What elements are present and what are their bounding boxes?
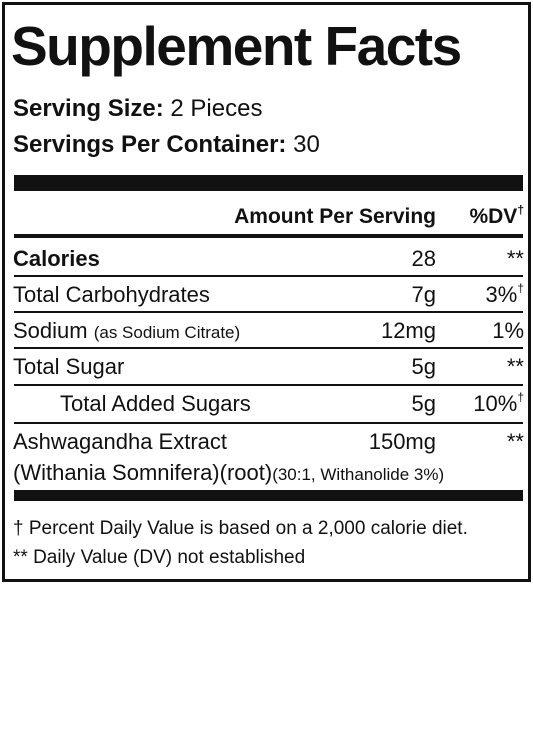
label: Serving Size: [13,95,164,122]
name: Calories [13,246,100,271]
thin-rule [14,311,523,313]
thin-rule [14,384,523,386]
servings-per-container: Servings Per Container: 30 [13,133,320,157]
amount-header: Amount Per Serving [234,205,436,228]
dv-value: ** [506,429,524,454]
dv: 10%† [473,390,524,416]
dv: ** [507,431,524,453]
amount: 5g [411,391,436,416]
dv-mark: † [517,390,524,404]
row-name: Total Sugar [13,356,124,378]
dv-mark: † [517,203,524,217]
dv-value: 1% [492,318,524,343]
dv: ** [507,356,524,378]
dv-value: ** [506,354,524,379]
dv: %DV [469,205,518,228]
footnote: ** Daily Value (DV) not established [13,547,306,568]
value: 30 [293,131,320,158]
dv-mark: † [517,281,524,295]
thick-rule [14,490,523,501]
row-name: Ashwagandha Extract [13,431,227,453]
thin-rule [14,275,523,277]
thin-rule [14,347,523,349]
amount: 12mg [380,318,436,343]
dv: ** [507,248,524,270]
name: Sodium [13,318,88,343]
dv-value: ** [506,246,524,271]
line2: (Withania Somnifera)(root) [13,460,273,485]
amount: 5g [411,354,436,379]
name: Total Added Sugars [60,391,251,416]
row-name: Calories [13,248,100,270]
thick-rule [14,175,523,191]
row-line2: (Withania Somnifera)(root)(30:1, Withano… [13,462,444,484]
serving-size: Serving Size: 2 Pieces [13,97,262,121]
dv-header: %DV† [469,203,524,228]
name: Ashwagandha Extract [13,429,228,454]
dv: 3%† [485,281,524,307]
footnote: † Percent Daily Value is based on a 2,00… [13,518,468,539]
dv-value: 10% [473,391,518,416]
amount: 7g [411,282,436,307]
amount: 28 [411,246,436,271]
row-name: Sodium (as Sodium Citrate) [13,320,240,342]
value: 2 Pieces [170,95,263,122]
amount: 150mg [368,429,436,454]
supplement-facts-label: Supplement Facts Serving Size: 2 Pieces … [2,2,531,582]
note: (30:1, Withanolide 3%) [272,465,445,484]
name: Total Sugar [13,354,125,379]
title: Supplement Facts [11,15,462,77]
label: Servings Per Container: [13,131,287,158]
medium-rule [14,234,523,238]
dv: 1% [492,320,524,342]
dv-value: 3% [485,282,518,307]
row-name: Total Added Sugars [60,393,251,415]
row-name: Total Carbohydrates [13,284,210,306]
thin-rule [14,422,523,424]
note: (as Sodium Citrate) [93,323,241,342]
name: Total Carbohydrates [13,282,210,307]
